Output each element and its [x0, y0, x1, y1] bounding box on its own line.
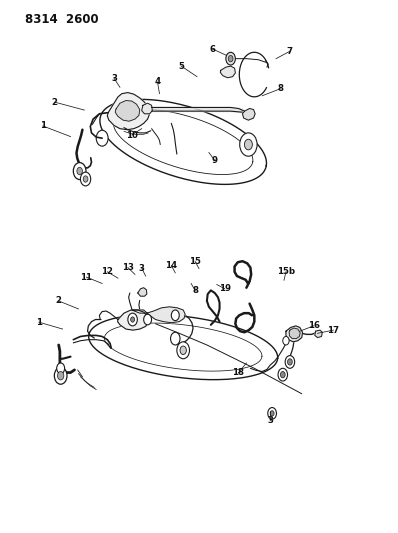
Circle shape: [96, 130, 108, 146]
Text: 15: 15: [189, 257, 201, 265]
Text: 1: 1: [36, 318, 42, 327]
Circle shape: [83, 176, 88, 182]
Text: 5: 5: [178, 62, 184, 70]
Circle shape: [226, 52, 235, 65]
Polygon shape: [100, 100, 267, 184]
Polygon shape: [289, 328, 300, 338]
Text: 9: 9: [212, 156, 218, 165]
Text: 16: 16: [308, 321, 320, 330]
Circle shape: [80, 172, 91, 186]
Polygon shape: [89, 314, 278, 379]
Text: 10: 10: [126, 131, 138, 140]
Text: 3: 3: [139, 264, 145, 272]
Polygon shape: [220, 66, 235, 78]
Circle shape: [278, 368, 287, 381]
Circle shape: [171, 310, 179, 320]
Text: 17: 17: [327, 326, 339, 335]
Text: 2: 2: [52, 98, 58, 107]
Text: 2: 2: [56, 296, 62, 305]
Text: 15b: 15b: [277, 268, 295, 276]
Text: 12: 12: [101, 268, 113, 276]
Circle shape: [144, 314, 152, 325]
Polygon shape: [115, 101, 140, 121]
Text: 18: 18: [232, 368, 244, 377]
Polygon shape: [286, 326, 302, 342]
Polygon shape: [315, 330, 322, 337]
Text: 3: 3: [111, 74, 117, 83]
Circle shape: [180, 346, 186, 354]
Circle shape: [57, 363, 64, 374]
Circle shape: [177, 342, 189, 359]
Text: 3: 3: [267, 416, 273, 425]
Text: 4: 4: [154, 77, 160, 86]
Circle shape: [268, 408, 277, 419]
Circle shape: [228, 55, 233, 62]
Polygon shape: [107, 93, 150, 130]
Polygon shape: [117, 310, 148, 330]
Circle shape: [270, 411, 274, 416]
Text: 8: 8: [277, 84, 283, 93]
Circle shape: [77, 167, 82, 175]
Circle shape: [283, 336, 289, 345]
Text: 8: 8: [192, 286, 198, 295]
Circle shape: [244, 139, 252, 150]
Polygon shape: [132, 307, 185, 322]
Text: 8314  2600: 8314 2600: [25, 13, 99, 26]
Text: 1: 1: [40, 122, 46, 131]
Polygon shape: [142, 103, 152, 114]
Text: 13: 13: [122, 263, 134, 272]
Circle shape: [131, 317, 135, 322]
Circle shape: [55, 367, 67, 384]
Text: 11: 11: [80, 272, 92, 281]
Polygon shape: [138, 288, 147, 296]
Text: 7: 7: [287, 47, 293, 56]
Circle shape: [285, 356, 295, 368]
Text: 19: 19: [219, 284, 231, 293]
Circle shape: [240, 133, 257, 156]
Circle shape: [57, 372, 64, 380]
Circle shape: [171, 332, 180, 345]
Polygon shape: [242, 109, 255, 120]
Text: 6: 6: [210, 45, 216, 54]
Circle shape: [281, 372, 285, 378]
Circle shape: [128, 313, 137, 326]
Circle shape: [287, 359, 292, 365]
Text: 14: 14: [165, 261, 178, 270]
Circle shape: [73, 163, 86, 180]
